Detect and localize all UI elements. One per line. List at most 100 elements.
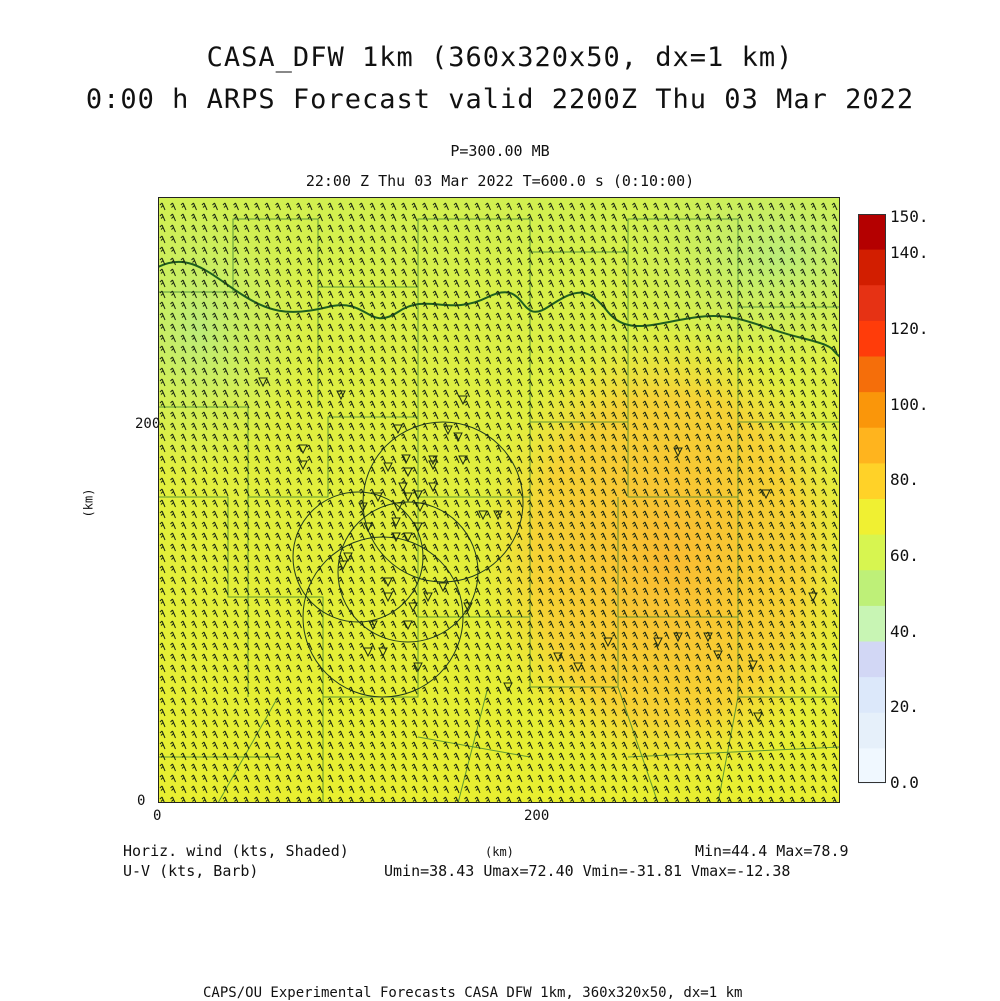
station-marker	[443, 425, 453, 436]
colorbar-segment	[858, 392, 886, 429]
station-marker	[338, 560, 348, 571]
station-marker	[403, 467, 413, 478]
colorbar-segment	[858, 249, 886, 286]
colorbar-segment	[858, 463, 886, 500]
valid-time: 22:00 Z Thu 03 Mar 2022 T=600.0 s (0:10:…	[305, 172, 695, 190]
colorbar-label-60: 60.	[890, 546, 919, 565]
station-marker	[428, 482, 438, 493]
colorbar-segment	[858, 748, 886, 784]
min-max-text: Min=44.4 Max=78.9	[695, 842, 849, 860]
station-marker	[423, 592, 433, 603]
station-marker	[391, 532, 401, 543]
colorbar-segment	[858, 677, 886, 714]
y-tick-0: 0	[137, 793, 146, 809]
station-marker	[413, 490, 423, 501]
station-marker	[453, 432, 463, 443]
plot-title-line2: 0:00 h ARPS Forecast valid 2200Z Thu 03 …	[85, 84, 915, 115]
colorbar-segment	[858, 499, 886, 536]
colorbar-label-40: 40.	[890, 622, 919, 641]
station-marker	[413, 522, 423, 533]
station-marker	[383, 592, 393, 603]
station-marker	[378, 647, 388, 658]
uv-range-text: Umin=38.43 Umax=72.40 Vmin=-31.81 Vmax=-…	[384, 862, 791, 880]
pressure-level: P=300.00 MB	[450, 142, 550, 160]
station-marker	[358, 502, 368, 513]
station-marker	[653, 637, 663, 648]
station-marker	[438, 582, 448, 593]
x-axis-label: (km)	[485, 845, 514, 859]
wind-barb-pattern	[159, 202, 838, 803]
wind-map	[158, 197, 840, 803]
barb-field-label: U-V (kts, Barb)	[123, 862, 259, 880]
station-marker	[463, 602, 473, 613]
station-marker	[503, 682, 513, 693]
colorbar-segment	[858, 320, 886, 358]
station-marker	[401, 454, 411, 465]
station-marker	[458, 395, 468, 406]
colorbar	[858, 214, 886, 784]
station-marker	[408, 602, 418, 613]
x-tick-200: 200	[524, 808, 550, 824]
wind-min-area-ne	[618, 197, 840, 367]
station-marker	[393, 502, 403, 513]
station-marker	[336, 390, 346, 401]
station-markers	[258, 377, 818, 723]
station-marker	[673, 632, 683, 643]
station-marker	[458, 455, 468, 466]
station-marker	[383, 462, 393, 473]
station-marker	[363, 647, 373, 658]
station-marker	[403, 620, 413, 631]
station-marker	[573, 662, 583, 673]
station-marker	[363, 522, 373, 533]
station-marker	[713, 650, 723, 661]
colorbar-segment	[858, 605, 886, 643]
station-marker	[748, 660, 758, 671]
station-marker	[298, 444, 308, 455]
colorbar-segment	[858, 570, 886, 607]
colorbar-segment	[858, 285, 886, 322]
station-marker	[753, 712, 763, 723]
station-marker	[428, 460, 438, 471]
colorbar-segment	[858, 356, 886, 393]
station-marker	[703, 632, 713, 643]
station-marker	[428, 455, 438, 466]
plot-title-line1: CASA_DFW 1km (360x320x50, dx=1 km)	[206, 42, 794, 73]
station-marker	[298, 460, 308, 471]
station-marker	[403, 532, 413, 543]
station-marker	[393, 424, 403, 435]
station-marker	[383, 577, 393, 588]
station-marker	[368, 620, 378, 631]
station-marker	[603, 637, 613, 648]
station-marker	[478, 510, 488, 521]
colorbar-segment	[858, 214, 886, 251]
y-axis-label: (km)	[81, 488, 96, 518]
station-marker	[808, 592, 818, 603]
colorbar-segment	[858, 427, 886, 464]
station-marker	[258, 377, 268, 388]
station-marker	[413, 662, 423, 673]
station-marker	[553, 652, 563, 663]
y-tick-200: 200	[135, 416, 161, 432]
wind-max-area	[478, 327, 840, 787]
station-marker	[343, 552, 353, 563]
station-marker	[391, 517, 401, 528]
station-marker	[373, 492, 383, 503]
station-marker	[403, 492, 413, 503]
colorbar-segment	[858, 534, 886, 571]
colorbar-label-20: 20.	[890, 697, 919, 716]
colorbar-segment	[858, 641, 886, 678]
colorbar-label-120: 120.	[890, 319, 929, 338]
wind-barbs	[159, 202, 838, 803]
station-marker	[493, 510, 503, 521]
colorbar-label-150: 150.	[890, 207, 929, 226]
colorbar-label-140: 140.	[890, 243, 929, 262]
footer-credit: CAPS/OU Experimental Forecasts CASA DFW …	[203, 985, 743, 1001]
colorbar-segment	[858, 712, 886, 749]
shaded-field-label: Horiz. wind (kts, Shaded)	[123, 842, 349, 860]
state-boundary-red-river	[158, 260, 840, 358]
station-marker	[761, 489, 771, 500]
station-marker	[398, 482, 408, 493]
x-tick-0: 0	[153, 808, 162, 824]
station-marker	[415, 502, 425, 513]
station-marker	[673, 447, 683, 458]
